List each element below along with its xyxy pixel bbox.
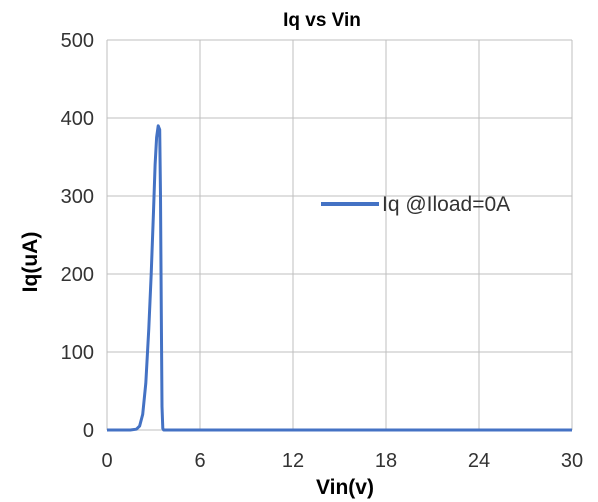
y-tick-labels: 0 100 200 300 400 500 <box>61 30 94 442</box>
x-tick-labels: 0 6 12 18 24 30 <box>101 450 583 472</box>
chart-title: Iq vs Vin <box>283 10 361 31</box>
x-tick-label-2: 12 <box>282 450 304 472</box>
y-tick-label-0: 0 <box>83 420 94 442</box>
x-tick-label-0: 0 <box>101 450 112 472</box>
x-tick-label-3: 18 <box>375 450 397 472</box>
y-tick-label-2: 200 <box>61 264 94 286</box>
y-tick-label-3: 300 <box>61 186 94 208</box>
grid <box>106 39 573 431</box>
series-line-0 <box>107 124 572 432</box>
x-axis-label: Vin(v) <box>316 476 374 499</box>
x-tick-label-5: 30 <box>561 450 583 472</box>
y-tick-label-1: 100 <box>61 342 94 364</box>
y-tick-label-4: 400 <box>61 108 94 130</box>
y-axis-label: Iq(uA) <box>19 232 42 293</box>
legend-label: Iq @Iload=0A <box>382 193 510 216</box>
x-tick-label-1: 6 <box>194 450 205 472</box>
legend: Iq @Iload=0A <box>321 193 510 216</box>
series-layer <box>107 124 572 432</box>
x-tick-label-4: 24 <box>468 450 490 472</box>
y-tick-label-5: 500 <box>61 30 94 52</box>
